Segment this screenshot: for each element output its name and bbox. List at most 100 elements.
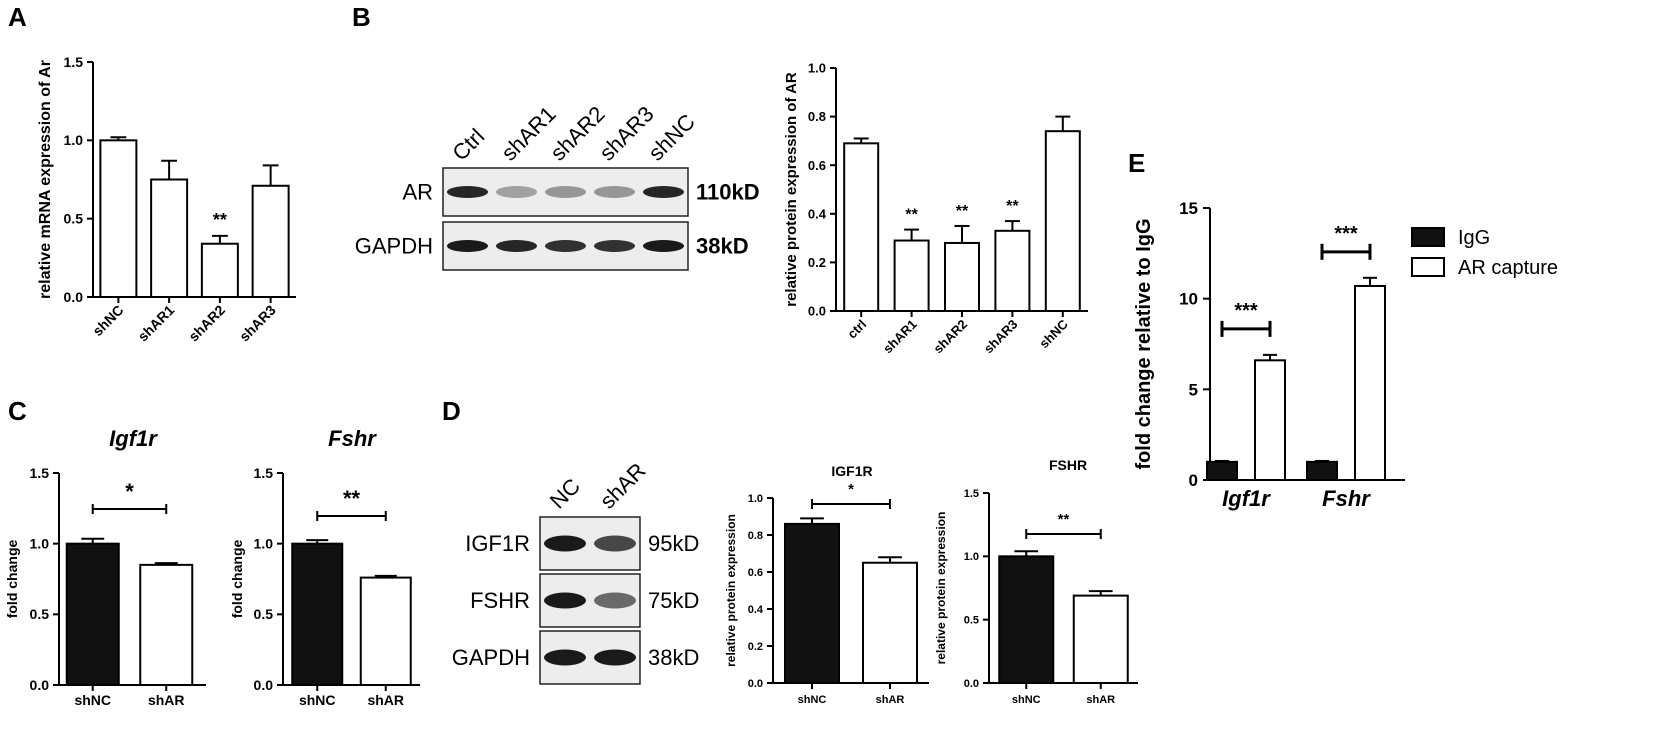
y-axis-label: fold change xyxy=(4,540,20,619)
bar xyxy=(291,542,344,687)
chart-d1: 0.0 0.2 0.4 0.6 0.8 1.0 relative protein expre… xyxy=(724,463,929,706)
y-tick-label: 0.0 xyxy=(964,678,979,690)
comparison-label: * xyxy=(848,481,854,498)
legend: IgG AR capture xyxy=(1411,227,1558,279)
bar xyxy=(862,561,918,684)
blot-band xyxy=(544,535,586,552)
chart-d2: 0.0 0.5 1.0 1.5 relative protein expression F… xyxy=(934,457,1138,706)
y-axis-label: relative mRNA expression of Ar xyxy=(37,60,54,299)
blot-size-label: 38kD xyxy=(696,234,749,259)
comparison-label: *** xyxy=(1334,223,1358,245)
chart-title: Igf1r xyxy=(109,426,158,451)
x-tick-label: ctrl xyxy=(844,317,869,342)
legend-swatch xyxy=(1411,257,1445,277)
bar xyxy=(1206,460,1238,482)
blot-size-label: 95kD xyxy=(648,531,699,556)
y-tick-label: 1.5 xyxy=(64,54,84,70)
y-tick-label: 0.0 xyxy=(64,289,84,305)
y-tick-label: 1.0 xyxy=(30,536,50,552)
chart-title: IGF1R xyxy=(831,463,872,479)
bar xyxy=(944,241,980,313)
y-tick-label: 1.5 xyxy=(964,488,979,500)
chart-c2: 0.0 0.5 1.0 1.5 fold change Fshr shNC shAR ** xyxy=(229,426,420,708)
bar xyxy=(1072,594,1129,684)
y-tick-label: 1.5 xyxy=(254,465,274,481)
bar xyxy=(893,239,930,312)
bar xyxy=(1254,359,1286,482)
significance-label: ** xyxy=(213,210,227,230)
x-tick-label: shNC xyxy=(299,692,336,708)
blot-band xyxy=(495,186,538,198)
legend-label: AR capture xyxy=(1458,257,1558,279)
blot-band xyxy=(593,240,636,252)
blot-lane-label: NC xyxy=(545,473,585,513)
bar xyxy=(784,522,840,685)
bar xyxy=(998,555,1055,684)
blot-row-label: GAPDH xyxy=(355,234,433,259)
x-tick-label: shNC xyxy=(798,694,827,706)
x-tick-label: shAR2 xyxy=(185,302,228,345)
bar xyxy=(99,139,138,298)
y-tick-label: 0.5 xyxy=(964,615,979,627)
blot-row-label: IGF1R xyxy=(465,531,530,556)
panel-letter-a: A xyxy=(8,2,27,32)
chart-e: 0 5 10 15 fold change relative to IgG Igf1r **… xyxy=(1133,199,1558,511)
y-tick-label: 0.0 xyxy=(30,677,50,693)
x-tick-label: shNC xyxy=(1012,694,1041,706)
comparison-label: ** xyxy=(1058,511,1070,528)
y-tick-label: 15 xyxy=(1179,199,1198,218)
y-tick-label: 0.4 xyxy=(748,604,764,616)
x-tick-label: shAR3 xyxy=(236,302,279,345)
x-tick-label: shAR2 xyxy=(930,317,970,357)
panel-letter-b: B xyxy=(352,2,371,32)
x-tick-label: shAR xyxy=(1086,694,1115,706)
blot-d: NC shAR IGF1R 95kD FSHR 75kD GAPDH 38kD xyxy=(452,458,699,685)
blot-band xyxy=(594,592,636,609)
x-tick-label: shAR3 xyxy=(981,317,1021,357)
y-tick-label: 5 xyxy=(1189,380,1198,399)
significance-label: ** xyxy=(905,207,918,224)
y-tick-label: 0.5 xyxy=(64,211,84,227)
bar xyxy=(150,178,189,298)
x-tick-label: shNC xyxy=(74,692,111,708)
blot-band xyxy=(544,240,587,252)
y-tick-label: 0.0 xyxy=(748,678,763,690)
bar xyxy=(1306,460,1338,482)
y-tick-label: 0.0 xyxy=(254,677,274,693)
blot-band xyxy=(495,240,538,252)
y-tick-label: 1.0 xyxy=(64,132,84,148)
y-tick-label: 0.4 xyxy=(808,206,827,221)
x-tick-label: shAR xyxy=(367,692,404,708)
y-tick-label: 1.0 xyxy=(748,493,763,505)
bar xyxy=(359,576,412,686)
x-tick-label: Igf1r xyxy=(1222,486,1271,511)
y-tick-label: 1.0 xyxy=(254,536,274,552)
chart-a: 0.0 0.5 1.0 1.5 relative mRNA expression of … xyxy=(37,54,296,345)
significance-label: ** xyxy=(1006,198,1019,215)
y-tick-label: 0.6 xyxy=(748,567,763,579)
y-axis-label: fold change xyxy=(229,540,245,619)
blot-lane-label: shAR2 xyxy=(545,101,609,165)
blot-band xyxy=(446,240,489,252)
blot-lane-label: shAR1 xyxy=(496,101,560,165)
y-tick-label: 0.8 xyxy=(748,530,763,542)
y-tick-label: 0.5 xyxy=(254,606,274,622)
blot-band xyxy=(642,240,685,252)
comparison-label: ** xyxy=(343,486,361,511)
x-tick-label: shNC xyxy=(1036,316,1071,351)
y-axis-label: fold change relative to IgG xyxy=(1133,218,1155,469)
chart-title: FSHR xyxy=(1049,457,1087,473)
comparison-label: *** xyxy=(1234,300,1258,322)
y-tick-label: 0.2 xyxy=(748,641,763,653)
y-tick-label: 1.0 xyxy=(964,551,979,563)
y-tick-label: 0.2 xyxy=(808,255,826,270)
x-tick-label: shAR1 xyxy=(880,317,920,357)
x-tick-label: shAR xyxy=(876,694,905,706)
bar xyxy=(994,229,1031,312)
y-tick-label: 0.8 xyxy=(808,109,826,124)
panel-letter-e: E xyxy=(1128,148,1145,178)
blot-lane-label: shAR3 xyxy=(594,101,658,165)
panel-letter-d: D xyxy=(442,396,461,426)
bar xyxy=(251,184,290,298)
